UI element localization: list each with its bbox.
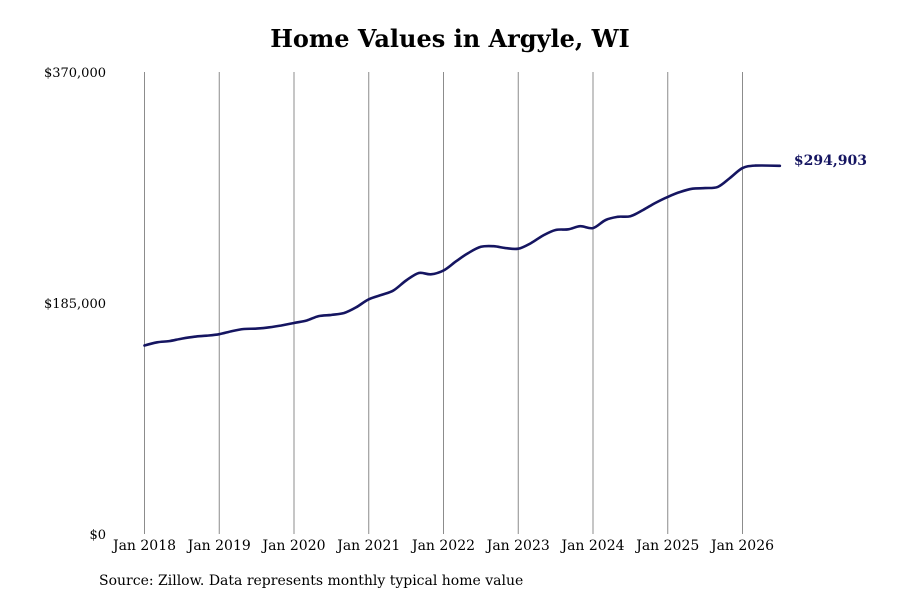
y-tick-label: $0 xyxy=(89,528,106,543)
x-tick-label: Jan 2018 xyxy=(111,538,176,554)
source-note: Source: Zillow. Data represents monthly … xyxy=(99,573,524,589)
chart-title: Home Values in Argyle, WI xyxy=(270,24,630,53)
x-tick-label: Jan 2019 xyxy=(186,538,251,554)
x-tick-label: Jan 2022 xyxy=(410,538,475,554)
y-tick-label: $185,000 xyxy=(44,297,106,312)
x-tick-label: Jan 2026 xyxy=(709,538,774,554)
y-axis-ticks: $0 $185,000 $370,000 xyxy=(44,66,106,543)
x-tick-label: Jan 2020 xyxy=(260,538,325,554)
x-tick-label: Jan 2021 xyxy=(335,538,400,554)
y-tick-label: $370,000 xyxy=(44,66,106,81)
x-tick-label: Jan 2024 xyxy=(559,538,624,554)
x-tick-label: Jan 2025 xyxy=(634,538,699,554)
series-line xyxy=(143,164,782,347)
gridlines xyxy=(144,72,743,534)
end-value-label: $294,903 xyxy=(794,153,867,169)
x-axis-ticks: Jan 2018 Jan 2019 Jan 2020 Jan 2021 Jan 2022… xyxy=(111,538,774,554)
x-tick-label: Jan 2023 xyxy=(485,538,550,554)
